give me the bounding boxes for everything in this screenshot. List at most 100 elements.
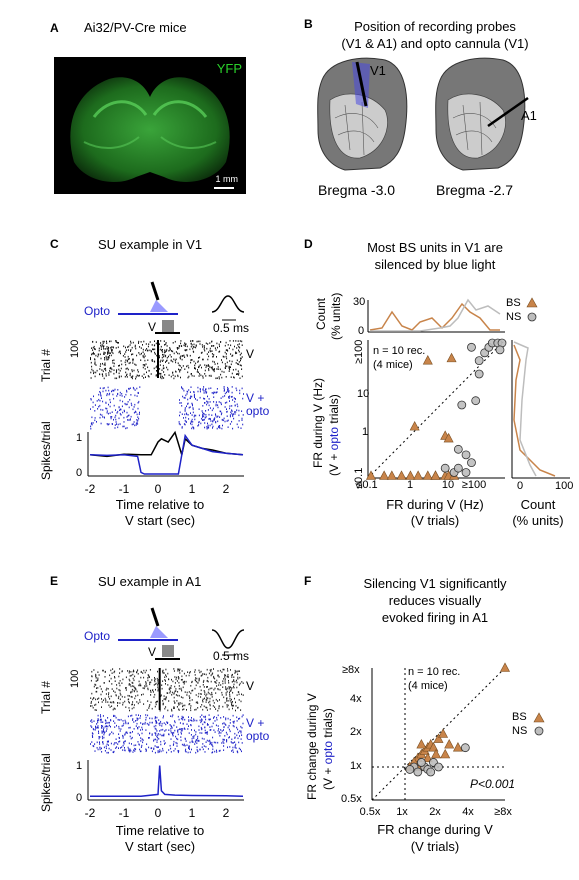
raster-spike [144, 671, 146, 674]
raster-spike [103, 387, 105, 389]
raster-spike [161, 369, 163, 371]
raster-spike [121, 393, 123, 395]
raster-spike [110, 417, 112, 420]
raster-spike [201, 718, 203, 720]
raster-spike [122, 678, 124, 681]
raster-spike [217, 741, 219, 744]
raster-spike [187, 402, 189, 405]
panel-b-title-1: Position of recording probes [354, 19, 516, 34]
raster-spike [209, 708, 211, 710]
raster-spike [92, 369, 94, 372]
raster-spike [238, 345, 240, 348]
raster-spike [106, 741, 108, 743]
raster-spike [131, 353, 132, 356]
raster-spike [117, 392, 119, 395]
raster-spike [182, 717, 184, 719]
raster-spike [233, 397, 235, 399]
raster-spike [165, 675, 167, 678]
raster-spike [184, 368, 186, 370]
raster-spike [188, 366, 190, 369]
raster-spike [238, 414, 240, 417]
panel-c-xtick: 2 [222, 482, 230, 496]
raster-spike [113, 365, 115, 367]
raster-spike [115, 414, 117, 417]
raster-spike [108, 721, 110, 724]
raster-spike [100, 342, 102, 344]
raster-spike [112, 362, 114, 364]
raster-spike [161, 356, 163, 359]
raster-spike [91, 368, 93, 371]
raster-spike [161, 351, 163, 353]
raster-spike [149, 704, 151, 706]
raster-spike [228, 680, 229, 682]
raster-spike [119, 350, 121, 353]
raster-spike [117, 389, 119, 391]
raster-spike [156, 370, 157, 372]
raster-spike [240, 725, 242, 728]
raster-spike [119, 399, 121, 402]
raster-spike [170, 738, 172, 740]
raster-spike [106, 407, 108, 410]
raster-spike [232, 427, 234, 430]
raster-spike [223, 722, 225, 724]
raster-spike [178, 687, 180, 690]
raster-spike [104, 358, 106, 361]
raster-spike [114, 722, 116, 724]
raster-spike [167, 692, 169, 694]
panel-e-cond-v: V [246, 679, 255, 693]
raster-spike [135, 695, 137, 697]
raster-spike [140, 737, 142, 739]
raster-spike [156, 739, 158, 741]
raster-spike [92, 349, 94, 351]
raster-spike [126, 374, 127, 377]
raster-spike [236, 670, 238, 673]
raster-spike [101, 726, 103, 729]
raster-spike [164, 742, 166, 744]
raster-spike [228, 390, 230, 392]
raster-spike [109, 674, 111, 677]
raster-spike [140, 740, 142, 742]
raster-spike [109, 340, 110, 343]
raster-spike [204, 364, 206, 366]
raster-spike [124, 696, 126, 698]
raster-spike [217, 700, 219, 702]
raster-spike [211, 691, 213, 694]
raster-spike [104, 750, 106, 752]
raster-spike [108, 389, 110, 392]
raster-spike [172, 374, 174, 376]
raster-spike [232, 673, 233, 676]
raster-spike [184, 419, 186, 422]
raster-spike [202, 358, 204, 361]
panel-c-stim-label: V [148, 320, 157, 334]
raster-spike [129, 709, 130, 712]
raster-spike [179, 411, 181, 414]
raster-spike [213, 419, 215, 421]
raster-spike [128, 749, 130, 752]
raster-spike [92, 406, 94, 408]
raster-spike [225, 674, 226, 677]
raster-spike [225, 349, 227, 351]
raster-spike [132, 685, 134, 687]
raster-spike [116, 423, 117, 425]
raster-spike [206, 364, 208, 367]
raster-spike [205, 414, 207, 416]
raster-spike [194, 418, 196, 421]
raster-spike [177, 733, 179, 736]
raster-spike [240, 730, 242, 733]
raster-spike [160, 695, 162, 697]
raster-spike [137, 392, 139, 394]
raster-spike [156, 354, 158, 357]
raster-spike [232, 749, 234, 751]
raster-spike [189, 406, 191, 408]
raster-spike [179, 702, 181, 704]
raster-spike [151, 344, 153, 346]
raster-spike [235, 368, 237, 371]
raster-spike [226, 704, 228, 706]
raster-spike [202, 699, 204, 702]
raster-spike [211, 350, 213, 352]
raster-spike [128, 670, 130, 672]
raster-spike [128, 702, 130, 704]
raster-spike [110, 340, 112, 343]
raster-spike [111, 349, 113, 351]
legend-bs-label: BS [506, 297, 521, 309]
